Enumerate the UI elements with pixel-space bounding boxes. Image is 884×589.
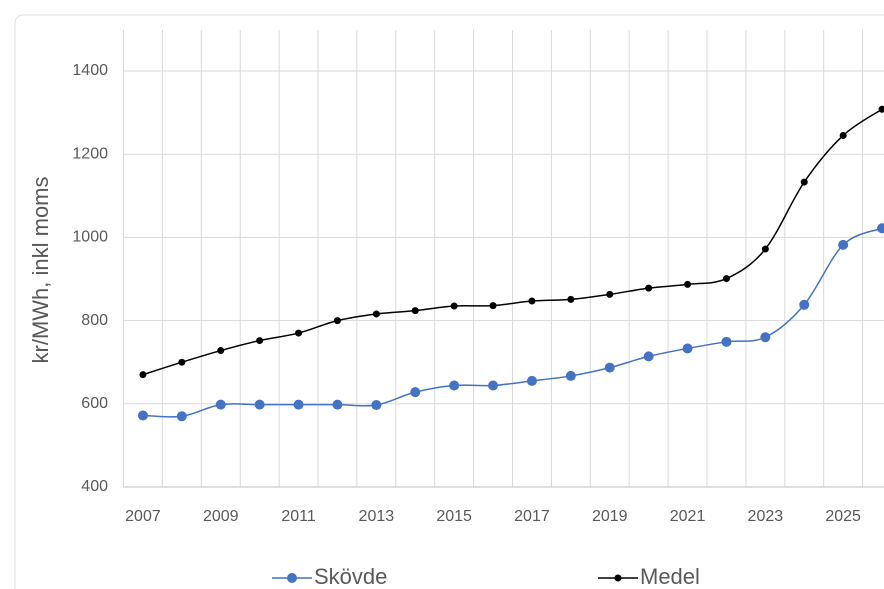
data-point [684,280,692,288]
x-tick-label: 2023 [748,508,784,525]
y-tick-label: 1000 [72,229,108,246]
legend-marker [287,573,297,583]
data-point [643,351,654,362]
x-tick-label: 2021 [670,508,706,525]
data-point [137,410,148,421]
data-point [215,399,226,410]
y-axis-label: kr/MWh, inkl moms [28,177,53,364]
data-point [567,295,575,303]
y-tick-label: 800 [81,312,108,329]
data-point [178,358,186,366]
data-point [217,347,225,355]
data-point [604,362,615,373]
data-point [371,400,382,411]
data-point [839,131,847,139]
x-tick-label: 2019 [592,508,628,525]
data-point [682,343,693,354]
data-point [333,317,341,325]
data-point [528,297,536,305]
data-point [760,332,771,343]
data-point [176,411,187,422]
data-point [878,105,884,113]
data-point [800,178,808,186]
data-point [606,290,614,298]
y-tick-label: 1400 [72,62,108,79]
data-point [488,380,499,391]
data-point [761,245,769,253]
data-point [295,329,303,337]
data-point [254,399,265,410]
legend-label: Skövde [314,564,387,589]
data-point [411,307,419,315]
data-point [410,387,421,398]
data-point [565,370,576,381]
data-point [293,399,304,410]
data-point [450,302,458,310]
y-tick-label: 1200 [72,145,108,162]
x-tick-label: 2009 [203,508,239,525]
y-tick-label: 600 [81,395,108,412]
data-point [332,399,343,410]
data-point [838,239,849,250]
data-point [877,223,884,234]
data-point [489,302,497,310]
chart-frame [14,14,884,589]
data-point [645,284,653,292]
x-tick-label: 2007 [125,508,161,525]
data-point [526,375,537,386]
x-tick-label: 2013 [359,508,395,525]
y-tick-label: 400 [81,478,108,495]
x-tick-label: 2015 [436,508,472,525]
x-tick-label: 2025 [825,508,861,525]
data-point [449,380,460,391]
x-tick-label: 2011 [281,508,316,525]
data-point [722,275,730,283]
data-point [256,337,264,345]
data-point [721,336,732,347]
data-point [799,299,810,310]
data-point [372,310,380,318]
legend-label: Medel [640,564,700,589]
x-tick-label: 2017 [514,508,550,525]
data-point [139,371,147,379]
legend-marker [614,574,622,582]
